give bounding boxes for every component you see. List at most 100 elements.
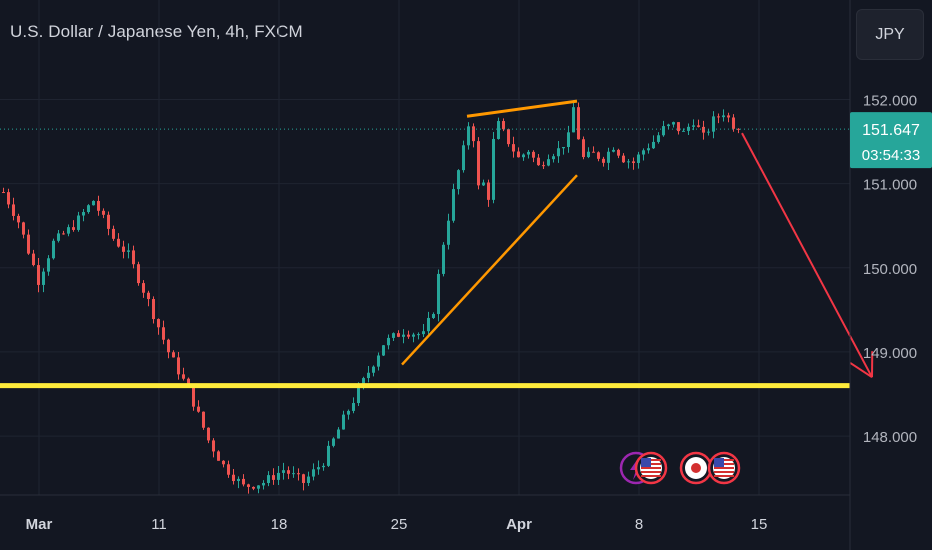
candle-bear: [507, 129, 510, 145]
candle-bull: [447, 220, 450, 245]
y-tick-label: 151.000: [863, 177, 917, 194]
candle-bear: [207, 427, 210, 441]
candle-bull: [627, 161, 630, 163]
candle-bull: [547, 159, 550, 166]
candle-bear: [297, 473, 300, 475]
candle-bear: [167, 339, 170, 353]
candle-bull: [412, 334, 415, 337]
candle-bear: [287, 470, 290, 474]
candle-bull: [587, 151, 590, 158]
candle-bull: [442, 244, 445, 274]
y-tick-label: 149.000: [863, 345, 917, 362]
candle-bull: [457, 170, 460, 190]
candle-bull: [262, 482, 265, 486]
candle-bull: [312, 469, 315, 477]
candle-bull: [277, 472, 280, 480]
rising-support-line: [401, 174, 578, 366]
candle-bear: [732, 117, 735, 129]
candle-bull: [497, 121, 500, 139]
candle-bull: [382, 345, 385, 356]
candle-bear: [232, 474, 235, 482]
candle-bear: [632, 161, 635, 163]
candle-bear: [17, 215, 20, 223]
candle-bear: [247, 484, 250, 487]
candle-bear: [582, 139, 585, 158]
candle-bear: [677, 122, 680, 132]
us-flag-event-icon-2[interactable]: [707, 451, 741, 485]
candle-bear: [132, 250, 135, 265]
candle-bear: [22, 222, 25, 235]
candle-bear: [32, 253, 35, 266]
chart-grid: [0, 0, 850, 495]
candle-bull: [667, 124, 670, 127]
candle-bull: [652, 141, 655, 149]
resistance-trendline: [466, 99, 578, 118]
candle-bear: [512, 144, 515, 152]
us-flag-event-icon[interactable]: [634, 451, 668, 485]
candle-bull: [527, 151, 530, 155]
candle-bear: [2, 192, 5, 194]
y-tick-label: 148.000: [863, 429, 917, 446]
candle-bear: [152, 299, 155, 320]
candle-bear: [272, 475, 275, 480]
candle-bull: [82, 212, 85, 216]
candle-bear: [117, 238, 120, 247]
candle-bear: [502, 121, 505, 130]
candle-bear: [162, 327, 165, 340]
candle-bear: [472, 126, 475, 142]
candle-bear: [477, 141, 480, 186]
candle-bear: [537, 157, 540, 166]
candle-bear: [697, 125, 700, 127]
candle-bear: [142, 283, 145, 293]
drawings-layer: [0, 99, 874, 389]
candle-bull: [367, 372, 370, 379]
candle-bear: [187, 378, 190, 387]
event-icons[interactable]: [619, 451, 741, 485]
candle-bull: [417, 334, 420, 336]
candle-bear: [12, 204, 15, 216]
candle-bear: [217, 451, 220, 461]
candle-bear: [37, 265, 40, 285]
candle-bear: [602, 158, 605, 163]
y-tick-label: 150.000: [863, 261, 917, 278]
candle-bear: [397, 333, 400, 337]
y-tick-label: 152.000: [863, 92, 917, 109]
candle-bull: [372, 366, 375, 373]
currency-button[interactable]: JPY: [856, 9, 924, 60]
candle-bear: [112, 228, 115, 239]
candle-bear: [172, 352, 175, 358]
candle-bear: [177, 357, 180, 375]
candle-bull: [557, 148, 560, 157]
countdown-label: 03:54:33: [862, 147, 920, 164]
candle-bear: [407, 334, 410, 337]
projection-arrowhead: [849, 362, 873, 379]
candle-bear: [227, 464, 230, 475]
candle-bull: [337, 429, 340, 439]
candle-bull: [52, 240, 55, 259]
candle-bull: [662, 126, 665, 136]
candle-bull: [462, 145, 465, 171]
candle-bull: [467, 126, 470, 146]
candle-bull: [342, 414, 345, 430]
candle-bull: [387, 337, 390, 346]
candle-bear: [27, 234, 30, 254]
candle-bull: [322, 465, 325, 468]
candle-bear: [717, 116, 720, 118]
japan-flag-event-icon[interactable]: [679, 451, 713, 485]
candle-bull: [607, 151, 610, 163]
candle-bull: [267, 475, 270, 483]
candle-bull: [692, 125, 695, 127]
candle-bear: [137, 264, 140, 284]
candle-bear: [302, 474, 305, 483]
candle-bull: [672, 122, 675, 125]
flag-canton: [714, 458, 724, 467]
candle-bear: [202, 411, 205, 428]
candle-bear: [192, 386, 195, 407]
flag-stripe: [714, 471, 734, 473]
candle-bear: [592, 151, 595, 153]
candle-bull: [357, 386, 360, 404]
candle-bear: [577, 107, 580, 140]
candle-bear: [532, 151, 535, 158]
flag-stripe: [641, 467, 661, 469]
